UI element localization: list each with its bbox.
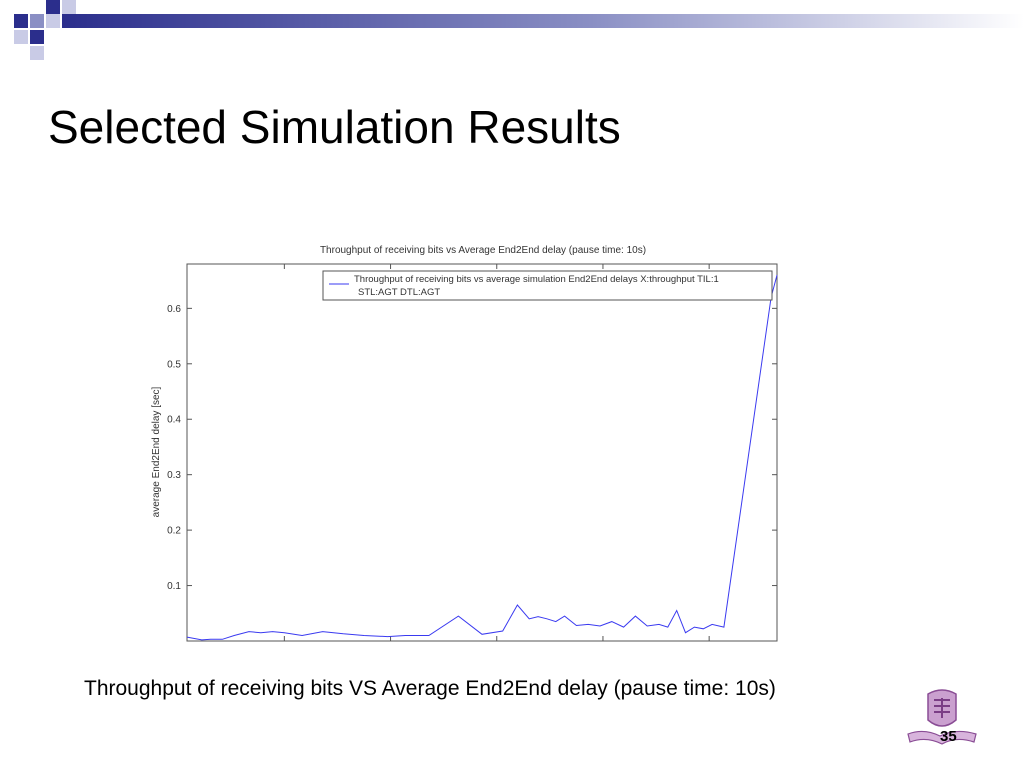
legend-label-2: STL:AGT DTL:AGT [358, 287, 440, 298]
deco-square [30, 14, 44, 28]
deco-square [62, 0, 76, 14]
legend-label-1: Throughput of receiving bits vs average … [354, 274, 719, 285]
y-tick-label: 0.2 [167, 526, 181, 537]
chart-title: Throughput of receiving bits vs Average … [320, 245, 646, 256]
y-tick-label: 0.5 [167, 359, 181, 370]
deco-bar [62, 14, 1024, 28]
y-axis-label: average End2End delay [sec] [151, 386, 162, 517]
figure-caption: Throughput of receiving bits VS Average … [84, 677, 776, 700]
y-tick-label: 0.3 [167, 470, 181, 481]
university-seal-logo [907, 689, 977, 745]
legend: Throughput of receiving bits vs average … [322, 270, 773, 301]
page-number: 35 [940, 728, 957, 745]
plot-area [186, 263, 778, 642]
y-tick-label: 0.1 [167, 581, 181, 592]
header-decoration [14, 0, 1024, 60]
y-tick-label: 0.4 [167, 415, 181, 426]
deco-square [46, 14, 60, 28]
slide-title: Selected Simulation Results [48, 101, 621, 153]
deco-square [14, 30, 28, 44]
deco-square [30, 46, 44, 60]
legend-box [322, 270, 773, 301]
deco-square [30, 30, 44, 44]
deco-square [46, 0, 60, 14]
y-tick-label: 0.6 [167, 304, 181, 315]
line-chart: Throughput of receiving bits vs Average … [151, 245, 778, 642]
series-line [186, 274, 778, 641]
deco-square [14, 14, 28, 28]
